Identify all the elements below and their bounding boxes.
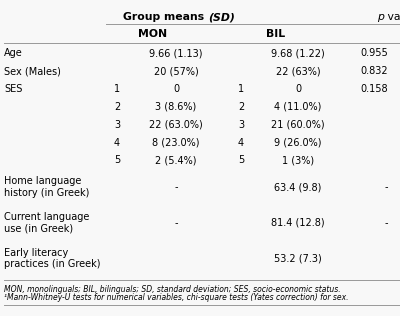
- Text: Current language
use (in Greek): Current language use (in Greek): [4, 212, 89, 234]
- Text: 4: 4: [114, 137, 120, 148]
- Text: 0: 0: [295, 84, 301, 94]
- Text: ¹Mann-Whitney-U tests for numerical variables, chi-square tests (Yates correctio: ¹Mann-Whitney-U tests for numerical vari…: [4, 294, 348, 302]
- Text: MON: MON: [138, 29, 168, 39]
- Text: SES: SES: [4, 84, 22, 94]
- Text: 63.4 (9.8): 63.4 (9.8): [274, 182, 322, 192]
- Text: 22 (63.0%): 22 (63.0%): [149, 120, 203, 130]
- Text: 20 (57%): 20 (57%): [154, 66, 198, 76]
- Text: 2 (5.4%): 2 (5.4%): [155, 155, 197, 165]
- Text: -: -: [384, 218, 388, 228]
- Text: 0.158: 0.158: [360, 84, 388, 94]
- Text: 2: 2: [238, 102, 244, 112]
- Text: 4 (11.0%): 4 (11.0%): [274, 102, 322, 112]
- Text: BIL: BIL: [266, 29, 286, 39]
- Text: MON, monolinguals; BIL, bilinguals; SD, standard deviation; SES, socio-economic : MON, monolinguals; BIL, bilinguals; SD, …: [4, 285, 341, 294]
- Text: 53.2 (7.3): 53.2 (7.3): [274, 254, 322, 264]
- Text: -: -: [174, 182, 178, 192]
- Text: 1: 1: [238, 84, 244, 94]
- Text: (SD): (SD): [208, 12, 235, 22]
- Text: Home language
history (in Greek): Home language history (in Greek): [4, 176, 89, 198]
- Text: 3 (8.6%): 3 (8.6%): [155, 102, 197, 112]
- Text: 8 (23.0%): 8 (23.0%): [152, 137, 200, 148]
- Text: 0.832: 0.832: [360, 66, 388, 76]
- Text: p: p: [377, 12, 384, 22]
- Text: 5: 5: [238, 155, 244, 165]
- Text: 4: 4: [238, 137, 244, 148]
- Text: 2: 2: [114, 102, 120, 112]
- Text: Sex (Males): Sex (Males): [4, 66, 61, 76]
- Text: 81.4 (12.8): 81.4 (12.8): [271, 218, 325, 228]
- Text: 0.955: 0.955: [360, 48, 388, 58]
- Text: Group means: Group means: [123, 12, 208, 22]
- Text: 21 (60.0%): 21 (60.0%): [271, 120, 325, 130]
- Text: Early literacy
practices (in Greek): Early literacy practices (in Greek): [4, 248, 100, 270]
- Text: Age: Age: [4, 48, 23, 58]
- Text: -: -: [384, 182, 388, 192]
- Text: value¹: value¹: [384, 12, 400, 22]
- Text: 22 (63%): 22 (63%): [276, 66, 320, 76]
- Text: 3: 3: [238, 120, 244, 130]
- Text: 0: 0: [173, 84, 179, 94]
- Text: 1: 1: [114, 84, 120, 94]
- Text: -: -: [174, 218, 178, 228]
- Text: 1 (3%): 1 (3%): [282, 155, 314, 165]
- Text: 5: 5: [114, 155, 120, 165]
- Text: 3: 3: [114, 120, 120, 130]
- Text: 9 (26.0%): 9 (26.0%): [274, 137, 322, 148]
- Text: 9.66 (1.13): 9.66 (1.13): [149, 48, 203, 58]
- Text: 9.68 (1.22): 9.68 (1.22): [271, 48, 325, 58]
